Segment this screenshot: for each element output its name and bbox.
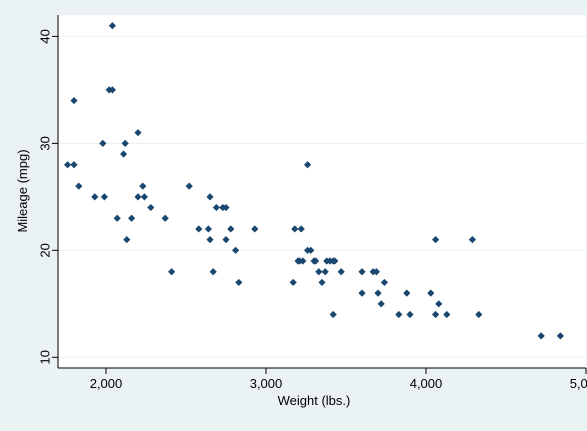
data-point bbox=[374, 289, 382, 297]
data-point bbox=[318, 278, 326, 287]
gridlines bbox=[58, 35, 586, 358]
data-point bbox=[70, 161, 78, 169]
data-point bbox=[312, 257, 320, 265]
data-point bbox=[195, 225, 203, 233]
y-tick-label: 30 bbox=[38, 136, 53, 150]
data-point bbox=[120, 150, 128, 158]
data-point bbox=[128, 214, 136, 222]
data-point bbox=[372, 268, 380, 276]
data-point bbox=[406, 310, 414, 319]
data-point bbox=[432, 236, 440, 244]
data-point bbox=[227, 225, 235, 233]
x-tick-label: 4,000 bbox=[410, 376, 443, 391]
data-point bbox=[304, 161, 312, 169]
data-point bbox=[75, 182, 83, 190]
data-point bbox=[556, 332, 564, 340]
y-tick-label: 20 bbox=[38, 243, 53, 257]
data-point bbox=[297, 225, 305, 233]
data-point bbox=[291, 225, 299, 233]
data-point bbox=[134, 129, 142, 137]
data-point bbox=[232, 246, 240, 254]
data-point bbox=[321, 268, 329, 276]
data-point bbox=[168, 268, 176, 276]
data-point bbox=[206, 236, 214, 244]
data-point bbox=[70, 96, 78, 105]
data-point bbox=[435, 300, 443, 308]
data-point bbox=[468, 236, 476, 244]
data-point bbox=[123, 236, 131, 244]
data-point bbox=[403, 289, 411, 297]
data-point bbox=[331, 257, 339, 265]
y-tick-label: 40 bbox=[38, 29, 53, 43]
data-point bbox=[315, 268, 323, 276]
data-point bbox=[134, 193, 142, 201]
data-point bbox=[91, 193, 99, 201]
data-point bbox=[299, 257, 307, 265]
data-point bbox=[337, 268, 345, 276]
x-axis-ticks: 2,000 3,000 4,000 5,000 bbox=[90, 368, 587, 391]
data-point bbox=[294, 257, 302, 265]
data-point bbox=[139, 182, 147, 190]
data-point bbox=[235, 278, 243, 287]
y-axis-title: Mileage (mpg) bbox=[15, 149, 30, 232]
data-point bbox=[161, 214, 169, 222]
data-point bbox=[209, 268, 217, 276]
x-axis-title: Weight (lbs.) bbox=[278, 393, 351, 408]
data-point bbox=[108, 86, 116, 94]
data-point bbox=[140, 193, 148, 201]
data-point bbox=[113, 214, 121, 222]
data-point bbox=[204, 225, 212, 233]
y-axis-ticks: 10 20 30 40 bbox=[38, 29, 58, 365]
y-tick-label: 10 bbox=[38, 350, 53, 364]
data-point bbox=[537, 332, 545, 340]
data-point bbox=[358, 289, 366, 297]
data-point bbox=[108, 22, 116, 30]
plot-area bbox=[58, 15, 586, 368]
data-point bbox=[206, 193, 214, 201]
data-point bbox=[64, 161, 72, 169]
data-point bbox=[147, 203, 155, 212]
data-point bbox=[329, 310, 337, 319]
data-point bbox=[395, 310, 403, 319]
x-tick-label: 2,000 bbox=[90, 376, 123, 391]
data-point bbox=[377, 300, 385, 308]
data-point bbox=[443, 310, 451, 319]
data-point bbox=[121, 139, 129, 147]
data-point bbox=[222, 203, 230, 212]
data-point bbox=[289, 278, 297, 287]
data-point bbox=[432, 310, 440, 319]
data-point bbox=[212, 203, 220, 212]
data-point bbox=[307, 246, 315, 254]
x-tick-label: 3,000 bbox=[250, 376, 283, 391]
data-point bbox=[251, 225, 259, 233]
x-tick-label: 5,000 bbox=[570, 376, 587, 391]
data-point bbox=[185, 182, 193, 190]
data-point bbox=[380, 278, 388, 287]
data-point bbox=[99, 139, 107, 147]
data-points bbox=[64, 22, 564, 340]
data-point bbox=[358, 268, 366, 276]
data-point bbox=[475, 310, 483, 319]
data-point bbox=[222, 236, 230, 244]
data-point bbox=[100, 193, 108, 201]
data-point bbox=[427, 289, 435, 297]
